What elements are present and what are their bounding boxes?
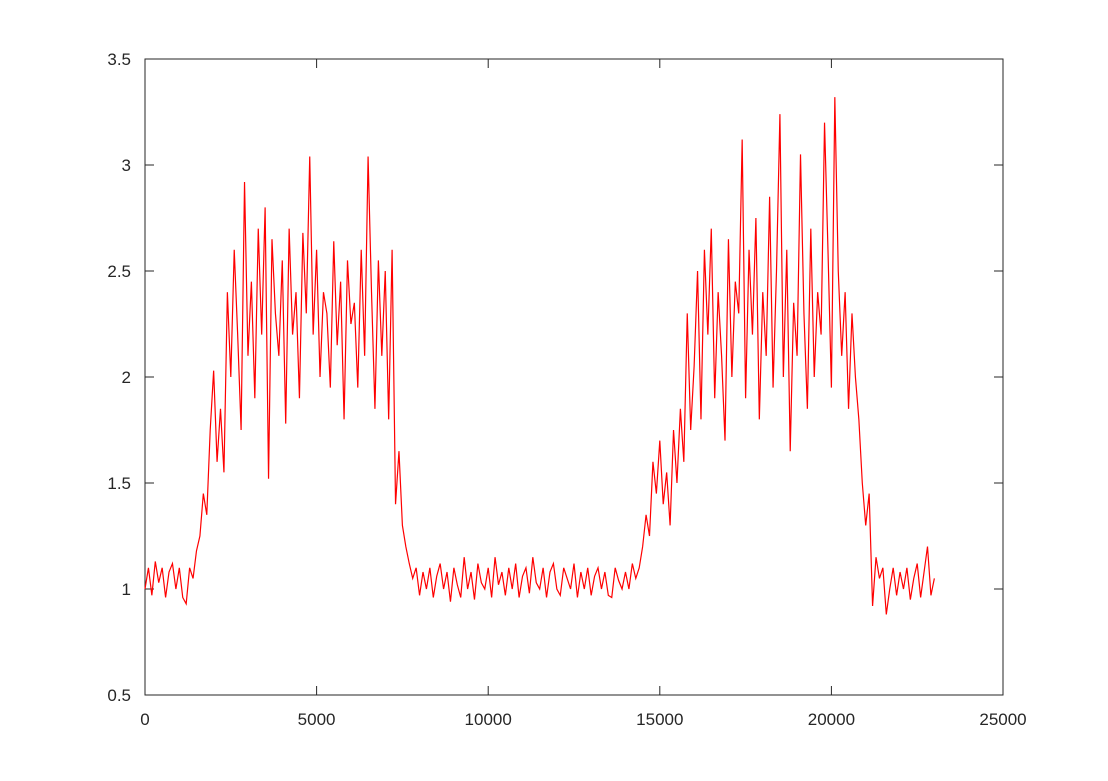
y-tick-label: 2.5	[107, 262, 131, 281]
y-tick-label: 1	[122, 580, 131, 599]
y-tick-label: 3.5	[107, 50, 131, 69]
data-line	[144, 97, 935, 615]
y-tick-label: 3	[122, 156, 131, 175]
x-tick-label: 5000	[298, 710, 336, 729]
y-tick-label: 2	[122, 368, 131, 387]
x-tick-label: 20000	[808, 710, 855, 729]
plot-frame	[144, 58, 1004, 696]
y-tick-label: 0.5	[107, 686, 131, 705]
y-tick-label: 1.5	[107, 474, 131, 493]
x-tick-label: 0	[140, 710, 149, 729]
x-tick-label: 10000	[465, 710, 512, 729]
x-tick-label: 15000	[636, 710, 683, 729]
x-tick-label: 25000	[979, 710, 1026, 729]
